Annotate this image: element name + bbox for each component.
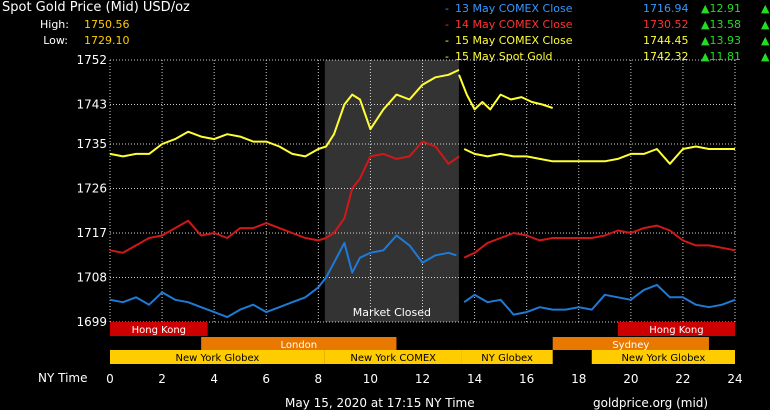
- x-tick-label: 24: [727, 372, 742, 386]
- chart-title: Spot Gold Price (Mid) USD/oz: [2, 0, 190, 15]
- session-bar: [552, 337, 709, 350]
- session-bar: [324, 350, 462, 364]
- session-label: New York Globex: [175, 353, 259, 364]
- legend-value: 1716.94: [643, 2, 689, 15]
- y-tick-label: 1752: [76, 53, 107, 67]
- high-value: 1750.56: [84, 18, 130, 31]
- legend-value: 1730.52: [643, 18, 689, 31]
- legend-percent: ▲0.76%: [761, 2, 770, 15]
- session-bar: [110, 322, 208, 336]
- low-value: 1729.10: [84, 34, 130, 47]
- x-tick-label: 6: [262, 372, 270, 386]
- x-tick-label: 8: [315, 372, 323, 386]
- legend-dash: -: [445, 2, 449, 15]
- y-tick-label: 1717: [76, 226, 107, 240]
- x-tick-label: 14: [467, 372, 482, 386]
- y-tick-label: 1726: [76, 182, 107, 196]
- y-tick-label: 1743: [76, 97, 107, 111]
- legend-dash: -: [445, 18, 449, 31]
- low-label: Low:: [43, 34, 68, 47]
- x-tick-label: 18: [571, 372, 586, 386]
- market-closed-label: Market Closed: [353, 306, 431, 319]
- legend-percent: ▲0.79%: [761, 18, 770, 31]
- legend-dash: -: [445, 34, 449, 47]
- legend-value: 1744.45: [643, 34, 689, 47]
- session-label: Hong Kong: [649, 325, 703, 336]
- session-label: Hong Kong: [132, 325, 186, 336]
- x-tick-label: 0: [106, 372, 114, 386]
- legend-percent: ▲0.80%: [761, 34, 770, 47]
- x-tick-label: 12: [415, 372, 430, 386]
- legend-series-name: 15 May Spot Gold: [455, 50, 553, 63]
- session-bar: [591, 350, 735, 364]
- session-label: New York Globex: [621, 353, 705, 364]
- y-tick-label: 1708: [76, 271, 107, 285]
- series-line-2-segment-2: [463, 224, 736, 259]
- legend-change: ▲13.93: [701, 34, 741, 47]
- session-label: NY Globex: [481, 353, 533, 364]
- footer-timestamp: May 15, 2020 at 17:15 NY Time: [285, 396, 475, 410]
- session-bar: [201, 337, 397, 350]
- series-line-1-segment-1: [109, 234, 457, 319]
- series-line-3-segment-2: [463, 145, 735, 165]
- legend-change: ▲11.81: [701, 50, 741, 63]
- series-line-4-segment-1: [458, 74, 554, 111]
- x-tick-label: 4: [210, 372, 218, 386]
- session-bar: [461, 350, 553, 364]
- session-bar: [110, 350, 325, 364]
- y-tick-label: 1735: [76, 137, 107, 151]
- legend-dash: -: [445, 50, 449, 63]
- legend-series-name: 15 May COMEX Close: [455, 34, 573, 47]
- legend-series-name: 14 May COMEX Close: [455, 18, 573, 31]
- series-line-1-segment-2: [463, 283, 736, 316]
- session-bar: [617, 322, 735, 336]
- session-label: London: [280, 340, 317, 351]
- x-axis-label: NY Time: [38, 371, 88, 385]
- high-label: High:: [40, 18, 69, 31]
- session-label: New York COMEX: [350, 353, 436, 364]
- legend-change: ▲12.91: [701, 2, 741, 15]
- legend-value: 1742.32: [643, 50, 689, 63]
- x-tick-label: 22: [675, 372, 690, 386]
- y-tick-label: 1699: [76, 315, 107, 329]
- footer-source: goldprice.org (mid): [593, 396, 709, 410]
- x-tick-label: 20: [623, 372, 638, 386]
- x-tick-label: 10: [363, 372, 378, 386]
- market-closed-shade: [324, 60, 459, 322]
- x-tick-label: 2: [158, 372, 166, 386]
- legend-change: ▲13.58: [701, 18, 741, 31]
- series-line-3-segment-1: [109, 68, 460, 158]
- legend-series-name: 13 May COMEX Close: [455, 2, 573, 15]
- session-label: Sydney: [612, 340, 649, 351]
- x-tick-label: 16: [519, 372, 534, 386]
- legend-percent: ▲0.68%: [761, 50, 770, 63]
- series-line-2-segment-1: [109, 140, 460, 254]
